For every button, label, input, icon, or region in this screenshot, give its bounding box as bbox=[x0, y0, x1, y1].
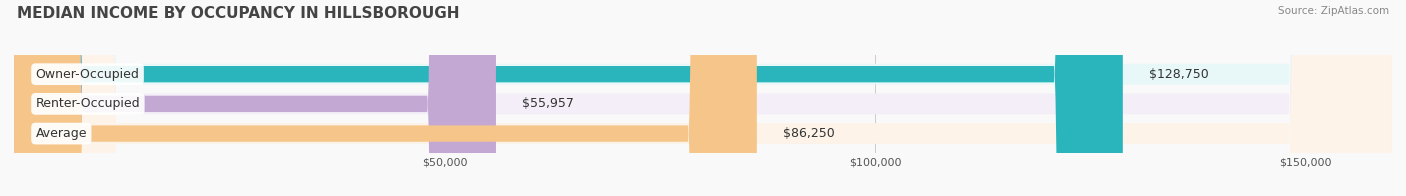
Text: $86,250: $86,250 bbox=[783, 127, 834, 140]
FancyBboxPatch shape bbox=[14, 0, 1392, 196]
FancyBboxPatch shape bbox=[14, 0, 756, 196]
Text: Source: ZipAtlas.com: Source: ZipAtlas.com bbox=[1278, 6, 1389, 16]
FancyBboxPatch shape bbox=[14, 0, 1123, 196]
FancyBboxPatch shape bbox=[14, 0, 1392, 196]
FancyBboxPatch shape bbox=[14, 0, 1392, 196]
Text: MEDIAN INCOME BY OCCUPANCY IN HILLSBOROUGH: MEDIAN INCOME BY OCCUPANCY IN HILLSBOROU… bbox=[17, 6, 460, 21]
Text: Renter-Occupied: Renter-Occupied bbox=[35, 97, 141, 110]
FancyBboxPatch shape bbox=[14, 0, 496, 196]
Text: $128,750: $128,750 bbox=[1149, 68, 1208, 81]
Text: $55,957: $55,957 bbox=[522, 97, 574, 110]
Text: Owner-Occupied: Owner-Occupied bbox=[35, 68, 139, 81]
Text: Average: Average bbox=[35, 127, 87, 140]
